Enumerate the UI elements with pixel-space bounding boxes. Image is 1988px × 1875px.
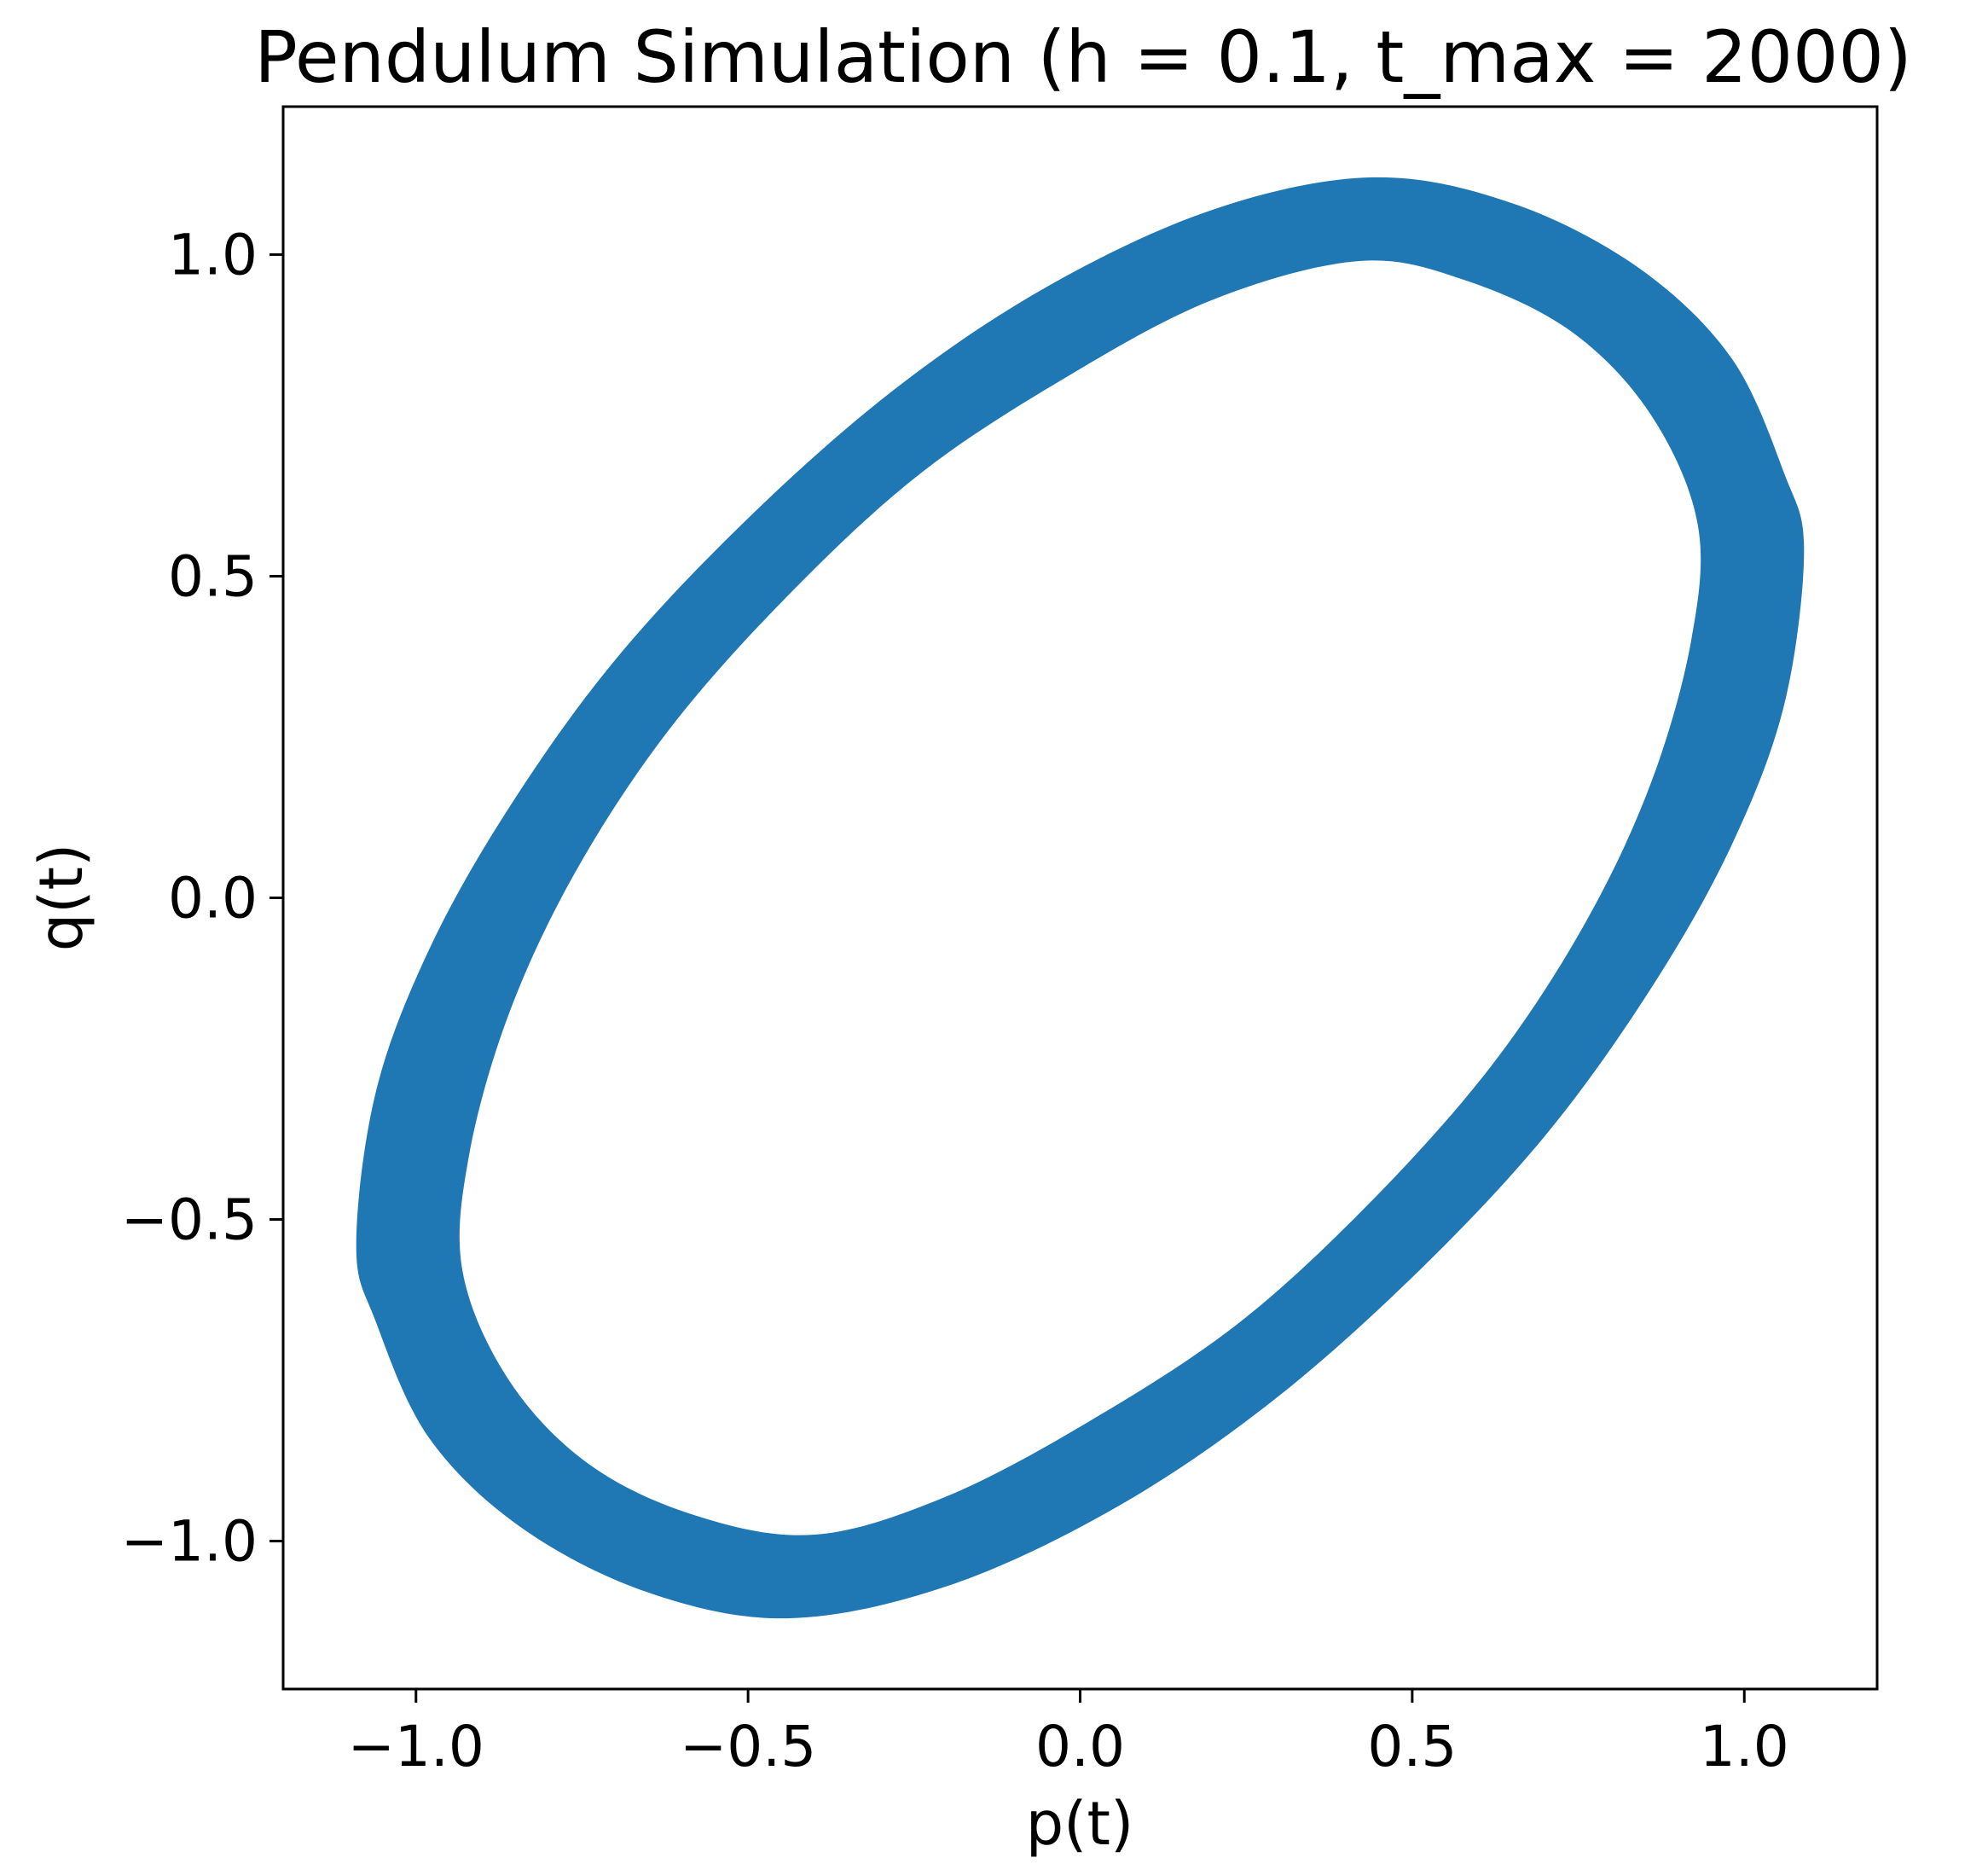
y-tick-label: −1.0 bbox=[121, 1509, 258, 1575]
y-axis: −1.0 −0.5 0.0 0.5 1.0 bbox=[121, 222, 283, 1575]
trajectory-band bbox=[356, 177, 1805, 1619]
y-axis-label: q(t) bbox=[26, 844, 96, 952]
y-tick-label: 1.0 bbox=[168, 222, 258, 287]
y-tick-label: 0.5 bbox=[168, 543, 258, 609]
x-tick-label: −1.0 bbox=[348, 1714, 484, 1779]
x-tick-label: 0.0 bbox=[1035, 1714, 1125, 1779]
y-tick-label: −0.5 bbox=[121, 1187, 258, 1253]
x-tick-label: 1.0 bbox=[1700, 1714, 1789, 1779]
x-tick-label: 0.5 bbox=[1367, 1714, 1457, 1779]
x-axis-label: p(t) bbox=[1026, 1789, 1134, 1859]
chart-title: Pendulum Simulation (h = 0.1, t_max = 20… bbox=[254, 15, 1911, 99]
x-tick-label: −0.5 bbox=[680, 1714, 816, 1779]
x-axis: −1.0 −0.5 0.0 0.5 1.0 bbox=[348, 1689, 1789, 1779]
plot-area bbox=[356, 177, 1805, 1619]
y-tick-label: 0.0 bbox=[168, 866, 258, 932]
